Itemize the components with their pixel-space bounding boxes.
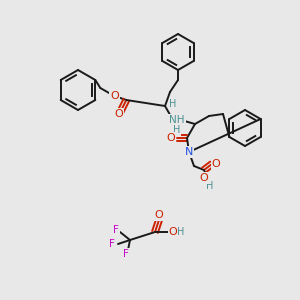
Text: N: N xyxy=(185,147,193,157)
Text: O: O xyxy=(167,133,176,143)
Text: H: H xyxy=(173,125,181,135)
Text: H: H xyxy=(169,99,177,109)
Text: NH: NH xyxy=(169,115,185,125)
Text: O: O xyxy=(200,173,208,183)
Text: H: H xyxy=(206,181,214,191)
Text: O: O xyxy=(154,210,164,220)
Text: O: O xyxy=(169,227,177,237)
Text: O: O xyxy=(110,91,119,101)
Text: O: O xyxy=(114,109,123,119)
Text: F: F xyxy=(109,239,115,249)
Text: H: H xyxy=(177,227,185,237)
Text: F: F xyxy=(113,225,119,235)
Text: F: F xyxy=(123,249,129,259)
Text: O: O xyxy=(212,159,220,169)
